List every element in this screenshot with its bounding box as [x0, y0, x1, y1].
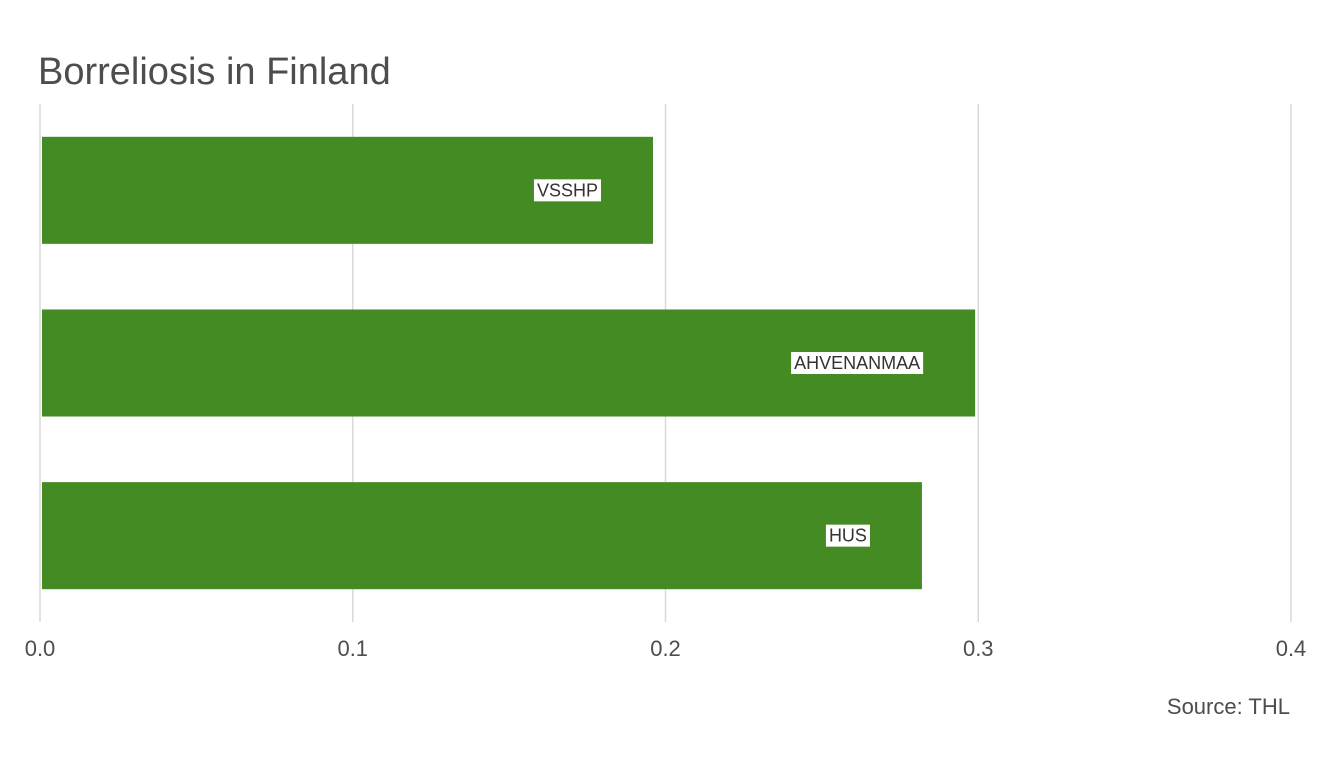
x-tick-label: 0.0	[25, 636, 56, 661]
bar-label: AHVENANMAA	[794, 353, 920, 373]
bar-label: VSSHP	[537, 180, 598, 200]
bars: VSSHP AHVENANMAA HUS	[42, 136, 976, 590]
x-axis-ticks: 0.0 0.1 0.2 0.3 0.4	[25, 636, 1307, 661]
bar-label-background	[825, 524, 870, 547]
x-tick-label: 0.2	[650, 636, 681, 661]
x-tick-label: 0.1	[337, 636, 368, 661]
bar-label: HUS	[829, 526, 867, 546]
bar-label-background	[791, 352, 924, 374]
bar-label-background	[533, 179, 601, 202]
chart-caption: Source: THL	[1167, 694, 1290, 719]
x-tick-label: 0.3	[963, 636, 994, 661]
chart-title: Borreliosis in Finland	[38, 51, 391, 93]
bar	[42, 482, 922, 590]
x-tick-label: 0.4	[1276, 636, 1307, 661]
